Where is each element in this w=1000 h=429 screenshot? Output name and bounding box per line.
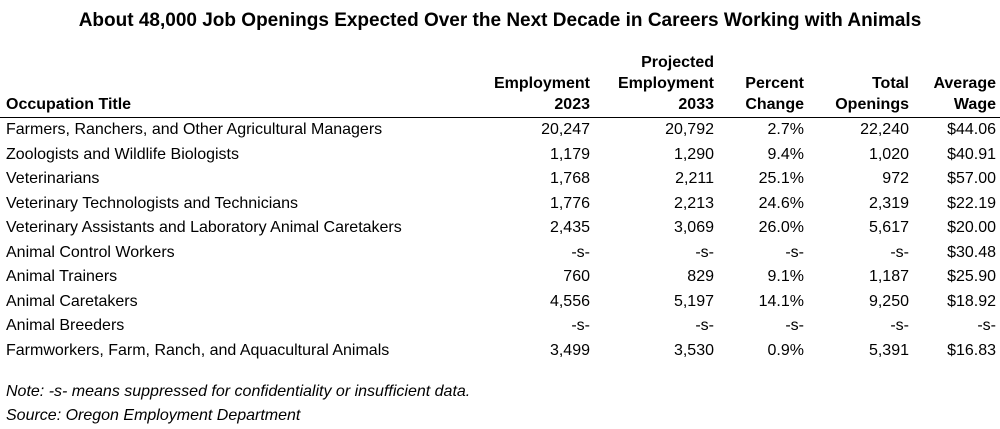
header-average-wage: Average Wage	[909, 52, 1000, 118]
header-line: Projected	[641, 54, 714, 71]
cell-total-openings: 972	[882, 170, 909, 187]
header-line: 2033	[678, 96, 714, 113]
cell-occupation: Zoologists and Wildlife Biologists	[6, 145, 239, 163]
table-row: Animal Trainers 760 829 9.1% 1,187 $25.9…	[0, 265, 1000, 290]
cell-occupation: Veterinarians	[6, 170, 100, 187]
cell-average-wage: $18.92	[947, 292, 996, 310]
source-text: Source: Oregon Employment Department	[6, 407, 301, 424]
header-line: Average	[933, 75, 996, 92]
header-line: Employment	[617, 75, 714, 92]
cell-percent-change: -s-	[785, 243, 804, 261]
cell-average-wage: $44.06	[947, 121, 996, 138]
note-text: Note: -s- means suppressed for confident…	[6, 383, 471, 400]
cell-projected-2033: 2,211	[675, 170, 714, 187]
table-row: Animal Breeders -s- -s- -s- -s- -s-	[0, 314, 1000, 339]
header-line: Change	[745, 96, 804, 113]
header-projected-2033: Projected Employment 2033	[590, 52, 714, 118]
header-total-openings: Total Openings	[804, 52, 909, 118]
table-row: Veterinary Assistants and Laboratory Ani…	[0, 216, 1000, 241]
header-line: Percent	[745, 75, 804, 92]
cell-projected-2033: -s-	[695, 317, 714, 334]
cell-percent-change: 9.4%	[767, 145, 804, 163]
header-line: Total	[871, 75, 909, 92]
cell-total-openings: -s-	[890, 317, 909, 334]
header-row: Occupation Title Employment 2023 Project…	[0, 52, 1000, 118]
cell-employment-2023: -s-	[571, 243, 590, 261]
cell-projected-2033: -s-	[695, 243, 714, 261]
cell-average-wage: $57.00	[947, 170, 996, 187]
cell-occupation: Animal Caretakers	[6, 292, 138, 310]
cell-percent-change: 26.0%	[758, 219, 804, 236]
cell-projected-2033: 3,530	[673, 341, 714, 359]
cell-total-openings: 5,617	[868, 219, 909, 236]
cell-projected-2033: 829	[687, 268, 714, 285]
cell-percent-change: 0.9%	[767, 341, 804, 359]
cell-total-openings: -s-	[890, 243, 909, 261]
cell-occupation: Farmworkers, Farm, Ranch, and Aquacultur…	[6, 341, 390, 359]
table-row: Zoologists and Wildlife Biologists 1,179…	[0, 143, 1000, 168]
cell-average-wage: $20.00	[947, 219, 996, 236]
cell-employment-2023: 3,499	[549, 341, 590, 359]
cell-employment-2023: 1,768	[549, 170, 590, 187]
table-row: Animal Caretakers 4,556 5,197 14.1% 9,25…	[0, 290, 1000, 315]
table-row: Veterinary Technologists and Technicians…	[0, 192, 1000, 217]
header-line: Wage	[953, 96, 996, 113]
cell-average-wage: $25.90	[947, 268, 996, 285]
cell-average-wage: -s-	[977, 317, 996, 334]
cell-average-wage: $16.83	[947, 341, 996, 359]
cell-percent-change: 9.1%	[767, 268, 804, 285]
cell-average-wage: $40.91	[947, 145, 996, 163]
header-line: Openings	[835, 96, 909, 113]
cell-employment-2023: 1,776	[549, 194, 590, 212]
cell-total-openings: 1,020	[868, 145, 909, 163]
cell-employment-2023: 2,435	[549, 219, 590, 236]
cell-occupation: Animal Control Workers	[6, 243, 175, 261]
cell-employment-2023: 760	[563, 268, 590, 285]
cell-percent-change: -s-	[785, 317, 804, 334]
header-percent-change: Percent Change	[714, 52, 804, 118]
cell-projected-2033: 3,069	[673, 219, 714, 236]
header-occupation-label: Occupation Title	[6, 96, 132, 113]
table-title: About 48,000 Job Openings Expected Over …	[78, 10, 922, 31]
cell-projected-2033: 2,213	[673, 194, 714, 212]
cell-total-openings: 5,391	[868, 341, 909, 359]
cell-occupation: Veterinary Technologists and Technicians	[6, 194, 299, 212]
job-openings-table: Occupation Title Employment 2023 Project…	[0, 52, 1000, 363]
cell-employment-2023: 4,556	[549, 292, 590, 310]
cell-projected-2033: 1,290	[673, 145, 714, 163]
cell-occupation: Animal Breeders	[6, 317, 125, 334]
cell-average-wage: $22.19	[947, 194, 996, 212]
cell-employment-2023: -s-	[571, 317, 590, 334]
cell-total-openings: 22,240	[860, 121, 909, 138]
cell-projected-2033: 20,792	[665, 121, 714, 138]
header-line: 2023	[554, 96, 590, 113]
table-row: Veterinarians 1,768 2,211 25.1% 972 $57.…	[0, 167, 1000, 192]
table-row: Farmers, Ranchers, and Other Agricultura…	[0, 118, 1000, 143]
table-row: Animal Control Workers -s- -s- -s- -s- $…	[0, 241, 1000, 266]
cell-total-openings: 2,319	[868, 194, 909, 212]
cell-percent-change: 25.1%	[758, 170, 804, 187]
cell-percent-change: 2.7%	[767, 121, 804, 138]
cell-projected-2033: 5,197	[673, 292, 714, 310]
header-line: Employment	[493, 75, 590, 92]
cell-total-openings: 1,187	[868, 268, 909, 285]
cell-percent-change: 24.6%	[758, 194, 804, 212]
header-occupation: Occupation Title	[0, 52, 475, 118]
cell-occupation: Animal Trainers	[6, 268, 118, 285]
footnotes: Note: -s- means suppressed for confident…	[6, 380, 470, 428]
cell-employment-2023: 20,247	[541, 121, 590, 138]
cell-occupation: Veterinary Assistants and Laboratory Ani…	[6, 219, 402, 236]
table-row: Farmworkers, Farm, Ranch, and Aquacultur…	[0, 339, 1000, 364]
cell-total-openings: 9,250	[868, 292, 909, 310]
cell-percent-change: 14.1%	[758, 292, 804, 310]
cell-average-wage: $30.48	[947, 243, 996, 261]
cell-employment-2023: 1,179	[549, 145, 590, 163]
header-employment-2023: Employment 2023	[475, 52, 590, 118]
cell-occupation: Farmers, Ranchers, and Other Agricultura…	[6, 121, 383, 138]
